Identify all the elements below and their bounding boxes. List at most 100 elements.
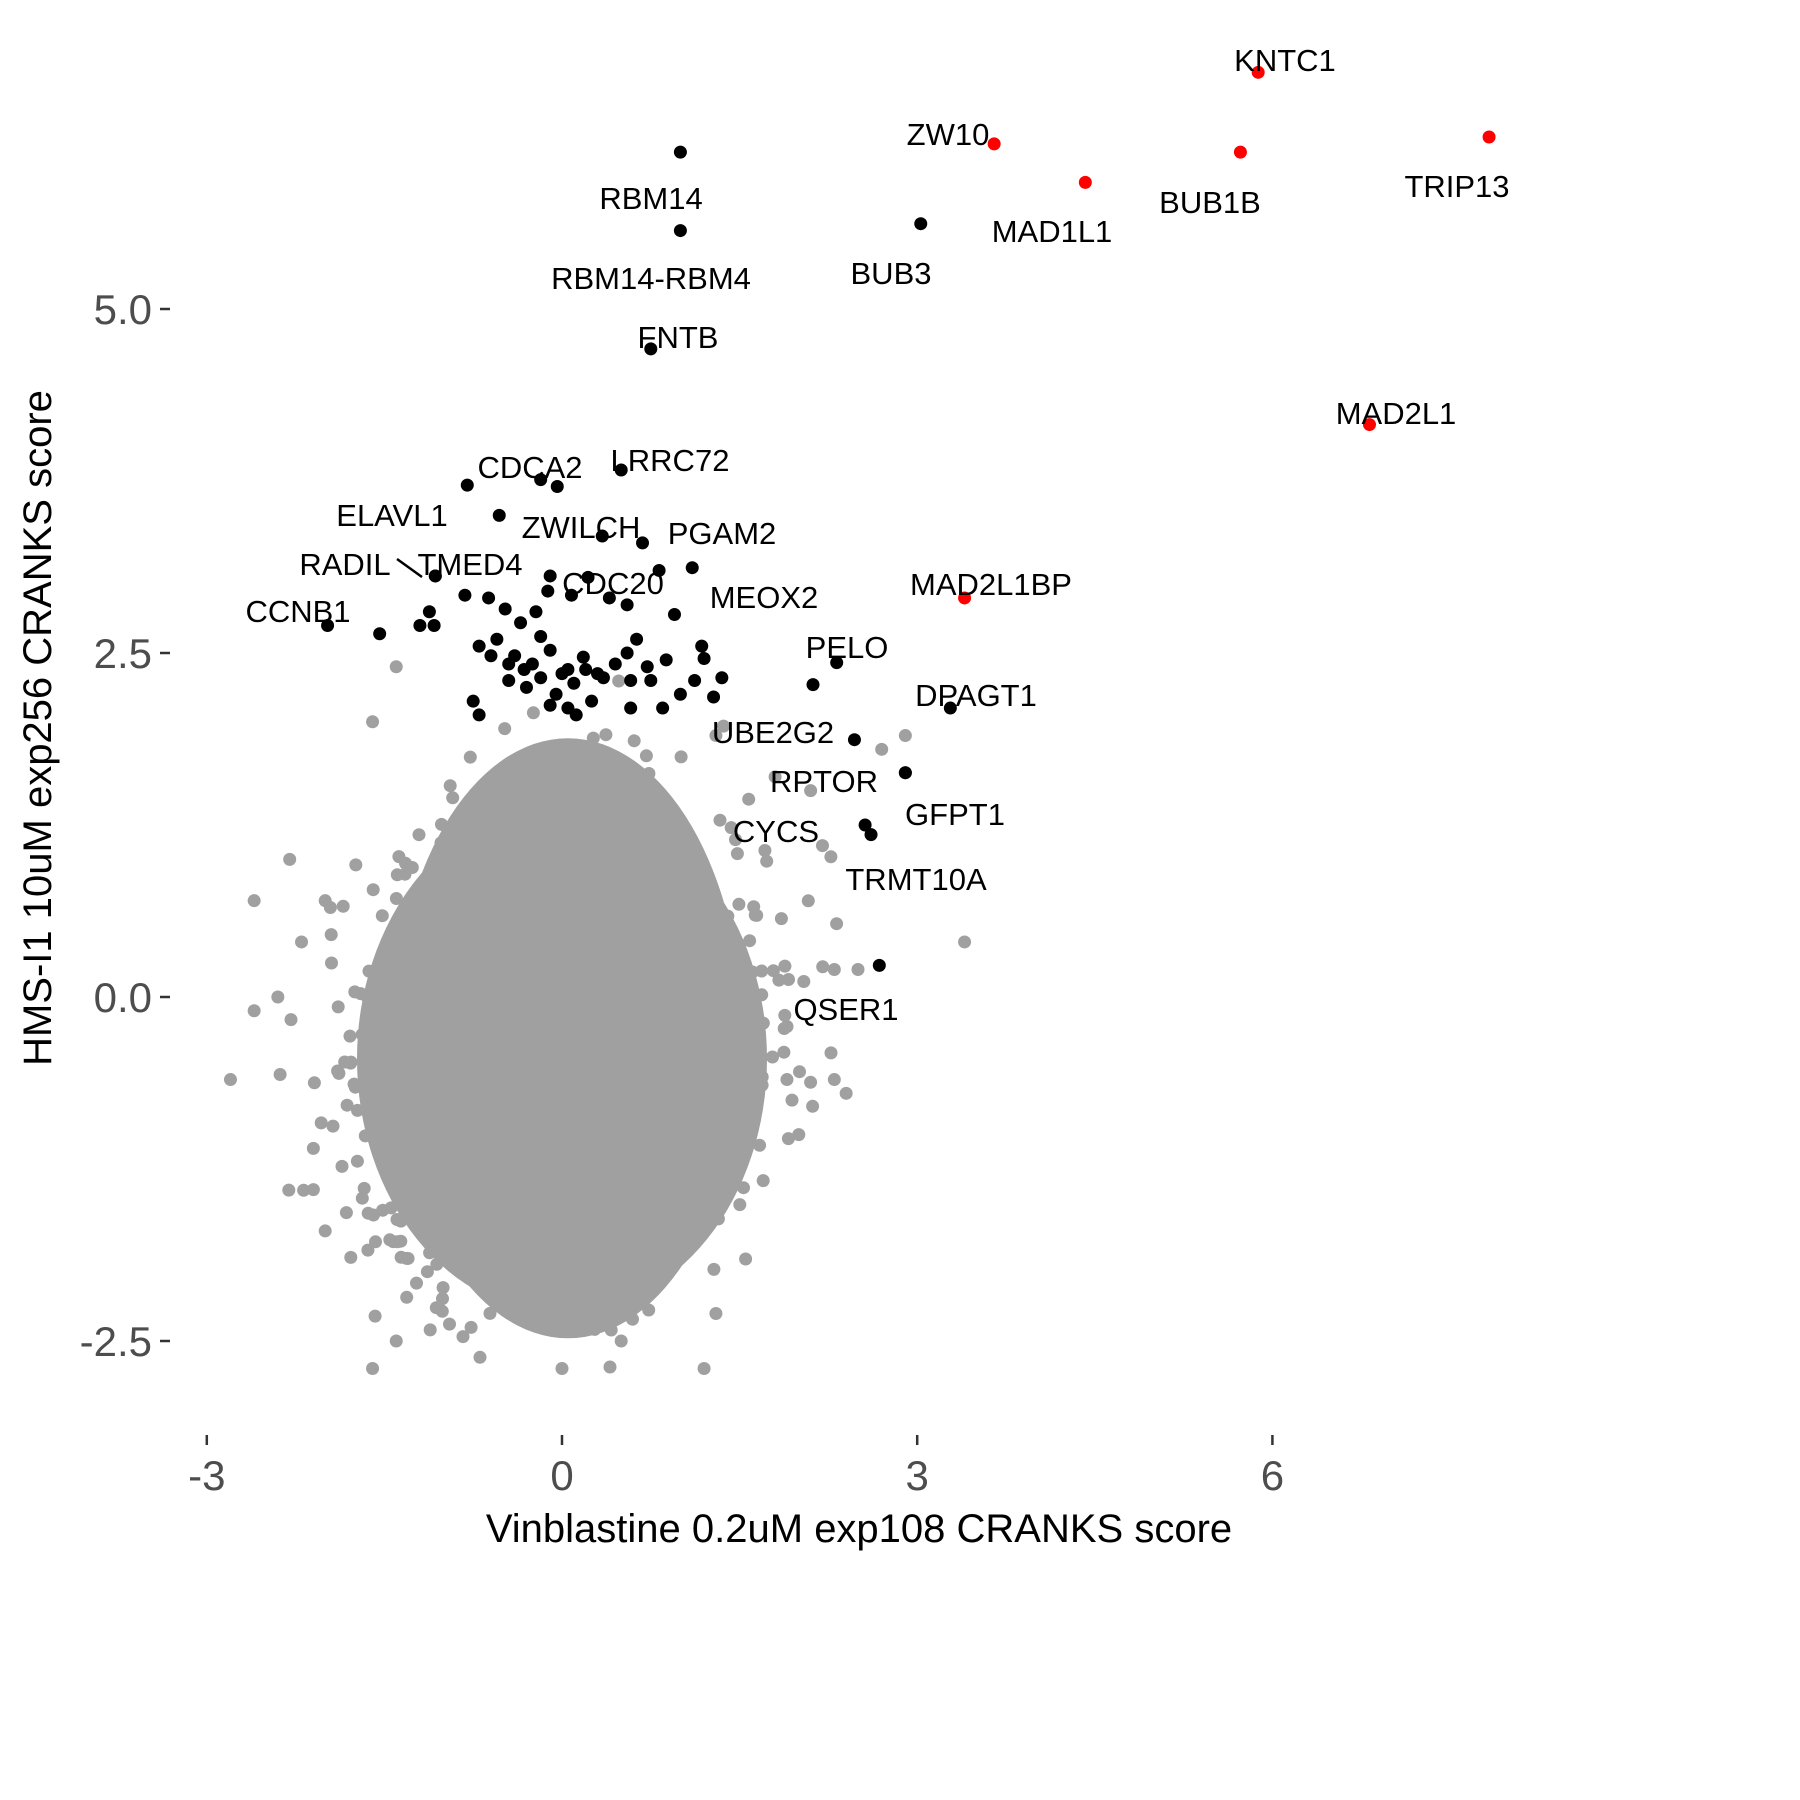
background-point [668, 932, 681, 946]
background-point [440, 1098, 454, 1112]
background-point [612, 674, 626, 688]
background-point [737, 1181, 750, 1195]
background-point [529, 1015, 543, 1029]
background-point [340, 1098, 354, 1112]
black-gene-point [858, 818, 872, 832]
background-point [307, 1076, 321, 1090]
gene-label: MEOX2 [710, 580, 819, 615]
background-point [766, 1050, 779, 1064]
background-point [336, 899, 350, 913]
background-point [643, 872, 657, 886]
background-point [477, 882, 491, 895]
background-point [496, 900, 510, 914]
background-point [567, 939, 581, 953]
background-point [646, 1070, 660, 1084]
background-outlier-point [851, 962, 865, 976]
y-tick-label: -2.5 [80, 1318, 152, 1365]
background-point [577, 962, 591, 976]
background-point [656, 1208, 670, 1222]
background-point [433, 1188, 447, 1201]
background-point [417, 1129, 431, 1143]
background-point [591, 1251, 605, 1265]
background-point [615, 771, 629, 785]
background-point [595, 870, 609, 884]
background-point [588, 1322, 602, 1336]
background-outlier-point [839, 1086, 853, 1100]
black-gene-point [697, 652, 711, 666]
background-point [538, 888, 552, 902]
x-tick-label: 3 [906, 1452, 929, 1499]
black-gene-point [943, 701, 957, 715]
background-point [582, 946, 596, 960]
background-point [737, 1090, 751, 1104]
background-point [423, 1323, 437, 1337]
background-point [635, 1218, 649, 1232]
background-point [530, 978, 543, 992]
background-point [558, 812, 571, 826]
black-gene-point [534, 473, 548, 487]
background-point [717, 719, 730, 733]
background-point [575, 1126, 588, 1140]
radil-leader-line [396, 557, 423, 579]
background-point [639, 893, 653, 907]
background-point [678, 1055, 692, 1069]
background-point [587, 1064, 601, 1078]
background-point [445, 1183, 459, 1197]
black-gene-point [585, 694, 599, 708]
background-point [444, 1073, 458, 1087]
background-point [511, 824, 525, 838]
background-point [746, 965, 759, 979]
background-point [451, 970, 465, 984]
background-outlier-point [614, 1334, 628, 1348]
background-point [409, 1058, 423, 1072]
background-point [358, 1129, 372, 1143]
background-point [778, 959, 792, 973]
background-point [522, 1157, 536, 1171]
background-outlier-point [366, 1362, 380, 1376]
background-point [532, 1234, 546, 1247]
black-gene-point [630, 632, 644, 646]
black-gene-point [541, 584, 555, 598]
background-point [443, 1317, 456, 1331]
black-gene-point [579, 663, 593, 677]
background-point [613, 1126, 627, 1140]
background-point [501, 923, 515, 937]
background-point [386, 1235, 400, 1249]
background-point [625, 1216, 639, 1230]
background-point [489, 1019, 502, 1033]
background-point [694, 864, 708, 878]
background-point [682, 878, 696, 891]
background-point [683, 902, 697, 916]
background-point [694, 1128, 707, 1142]
black-gene-point [492, 508, 506, 522]
background-point [507, 861, 521, 875]
gene-label: CYCS [733, 814, 819, 849]
black-gene-point [484, 649, 498, 663]
background-point [536, 1043, 550, 1057]
black-gene-point [502, 657, 516, 671]
background-point [574, 980, 588, 994]
background-point [575, 1252, 589, 1265]
background-point [463, 879, 477, 893]
background-outlier-point [401, 1251, 415, 1265]
background-point [707, 1177, 721, 1191]
background-point [591, 1036, 605, 1050]
background-point [657, 931, 671, 945]
background-point [736, 1057, 750, 1071]
background-point [547, 1068, 561, 1082]
background-point [635, 779, 649, 793]
background-point [733, 1198, 747, 1212]
background-point [385, 1003, 399, 1017]
background-point [338, 1055, 352, 1069]
background-point [640, 806, 654, 820]
background-point [460, 1148, 474, 1161]
background-point [524, 968, 538, 981]
background-point [739, 1252, 753, 1266]
background-point [704, 886, 718, 900]
background-point [343, 1029, 357, 1043]
background-point [806, 1099, 820, 1113]
background-point [466, 900, 480, 914]
background-point [547, 1096, 561, 1110]
background-point [415, 940, 429, 954]
black-gene-point [413, 618, 427, 632]
